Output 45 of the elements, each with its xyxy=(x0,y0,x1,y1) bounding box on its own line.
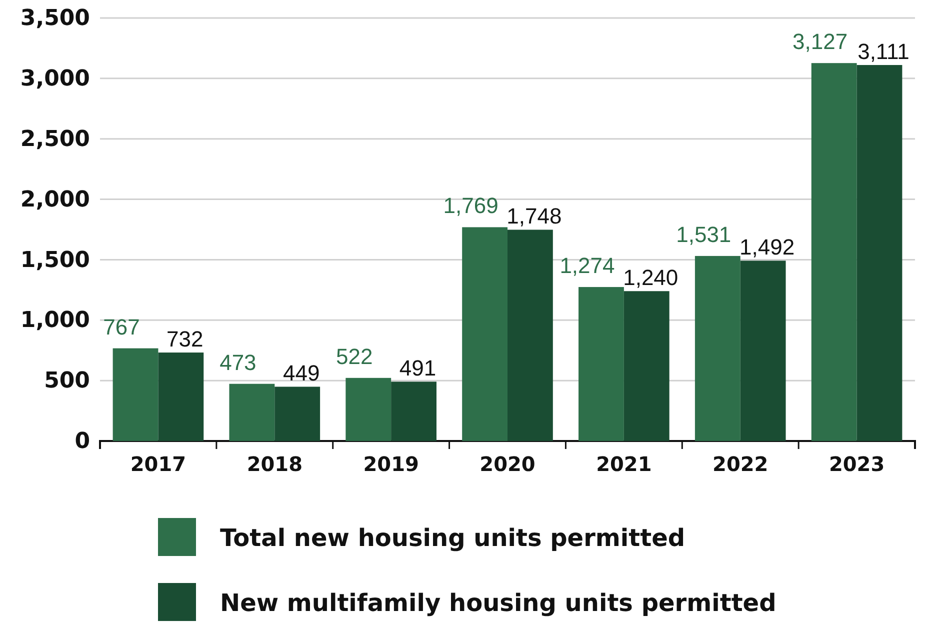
data-label: 732 xyxy=(166,326,204,352)
y-tick-label: 3,000 xyxy=(20,66,90,92)
data-label: 1,240 xyxy=(623,265,678,290)
data-label: 1,769 xyxy=(443,193,498,218)
bar xyxy=(740,260,786,441)
bar xyxy=(856,65,902,441)
y-tick-label: 1,000 xyxy=(20,308,90,334)
legend-label: Total new housing units permitted xyxy=(220,524,686,552)
data-label: 1,274 xyxy=(560,253,615,278)
bar xyxy=(462,227,508,441)
x-tick-label: 2021 xyxy=(596,452,652,476)
x-tick-label: 2017 xyxy=(130,452,186,476)
y-tick-label: 0 xyxy=(74,429,90,454)
legend-label: New multifamily housing units permitted xyxy=(220,589,776,617)
data-label: 1,748 xyxy=(506,204,562,229)
data-label: 473 xyxy=(220,350,256,375)
y-tick-label: 2,500 xyxy=(20,126,90,152)
data-label: 1,531 xyxy=(676,222,732,247)
bar xyxy=(229,384,275,441)
data-label: 522 xyxy=(336,344,373,369)
bar xyxy=(811,63,857,441)
data-label: 3,111 xyxy=(858,39,910,64)
bar xyxy=(694,256,740,441)
bar xyxy=(624,291,670,441)
y-tick-label: 3,500 xyxy=(20,6,90,32)
x-tick-label: 2019 xyxy=(363,452,419,476)
data-label: 3,127 xyxy=(792,29,848,54)
x-tick-label: 2020 xyxy=(480,452,536,476)
y-tick-label: 500 xyxy=(44,368,90,394)
bar xyxy=(391,382,436,441)
data-label: 491 xyxy=(399,356,436,381)
bar xyxy=(346,378,392,441)
bar xyxy=(158,352,204,441)
y-tick-label: 2,000 xyxy=(20,187,90,212)
data-label: 767 xyxy=(103,314,140,340)
data-label: 449 xyxy=(282,360,320,386)
x-tick-label: 2018 xyxy=(246,452,302,476)
bar xyxy=(508,230,553,441)
data-label: 1,492 xyxy=(740,234,795,260)
bar xyxy=(112,348,158,441)
x-tick-label: 2022 xyxy=(712,452,768,476)
x-tick-label: 2023 xyxy=(828,452,885,476)
y-tick-label: 1,500 xyxy=(20,248,90,273)
bar xyxy=(274,386,320,441)
bar xyxy=(578,287,624,441)
